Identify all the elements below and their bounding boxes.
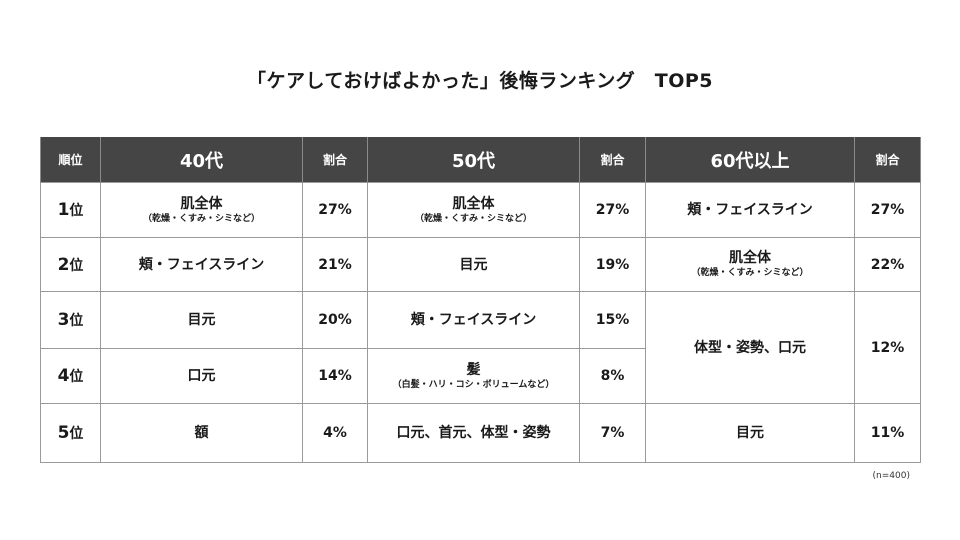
item-main: 体型・姿勢、口元	[694, 339, 806, 356]
item-main: 肌全体	[180, 195, 223, 212]
rank-unit: 位	[69, 369, 84, 385]
item-60s: 目元	[645, 403, 855, 463]
header-age-50s: 50代	[367, 137, 580, 183]
ratio-40s: 27%	[302, 182, 368, 238]
rank-cell: 4位	[40, 348, 101, 404]
item-main: 目元	[736, 425, 764, 441]
rank-cell: 1位	[40, 182, 101, 238]
item-main: 肌全体	[452, 195, 495, 212]
ratio-50s: 19%	[579, 237, 646, 292]
item-40s: 口元	[100, 348, 303, 404]
ratio-40s: 4%	[302, 403, 368, 463]
rank-number: 4	[57, 366, 70, 386]
ratio-40s: 21%	[302, 237, 368, 292]
item-50s: 髪 （白髪・ハリ・コシ・ボリュームなど）	[367, 348, 580, 404]
item-40s: 肌全体 （乾燥・くすみ・シミなど）	[100, 182, 303, 238]
ratio-40s: 20%	[302, 291, 368, 349]
rank-unit: 位	[69, 257, 84, 274]
header-rank: 順位	[40, 137, 101, 183]
item-main: 口元	[187, 368, 216, 384]
rank-number: 1	[57, 200, 70, 220]
ranking-table: 順位 40代 割合 50代 割合 60代以上 割合 1位 肌全体 （乾燥・くすみ…	[40, 137, 921, 463]
ratio-50s: 27%	[579, 182, 646, 238]
item-main: 目元	[187, 312, 216, 328]
rank-number: 3	[57, 310, 70, 330]
rank-unit: 位	[69, 426, 84, 442]
ratio-50s: 7%	[579, 403, 646, 463]
ratio-60s: 22%	[854, 237, 921, 292]
table-header-row: 順位 40代 割合 50代 割合 60代以上 割合	[40, 137, 921, 183]
rank-cell: 2位	[40, 237, 101, 292]
item-sub: （乾燥・くすみ・シミなど）	[414, 213, 532, 224]
rank-unit: 位	[69, 313, 84, 329]
item-60s: 肌全体 （乾燥・くすみ・シミなど）	[645, 237, 855, 292]
item-50s: 口元、首元、体型・姿勢	[367, 403, 580, 463]
item-50s: 目元	[367, 237, 580, 292]
ratio-50s: 15%	[579, 291, 646, 349]
table-row: 3位 目元 20% 頬・フェイスライン 15% 体型・姿勢、口元 12%	[40, 291, 921, 404]
ratio-50s: 8%	[579, 348, 646, 404]
item-60s: 頬・フェイスライン	[645, 182, 855, 238]
item-main: 口元、首元、体型・姿勢	[396, 425, 551, 441]
rank-number: 5	[57, 423, 70, 443]
item-40s: 頬・フェイスライン	[100, 237, 303, 292]
item-40s: 額	[100, 403, 303, 463]
ratio-60s-merged: 12%	[854, 291, 921, 404]
table-row: 1位 肌全体 （乾燥・くすみ・シミなど） 27% 肌全体 （乾燥・くすみ・シミな…	[40, 182, 921, 238]
header-age-40s: 40代	[100, 137, 303, 183]
ratio-60s: 11%	[854, 403, 921, 463]
header-ratio-60s: 割合	[854, 137, 921, 183]
table-row: 5位 額 4% 口元、首元、体型・姿勢 7% 目元 11%	[40, 403, 921, 463]
item-main: 頬・フェイスライン	[138, 256, 265, 273]
item-sub: （乾燥・くすみ・シミなど）	[691, 268, 809, 278]
ratio-60s: 27%	[854, 182, 921, 238]
item-main: 頬・フェイスライン	[687, 202, 813, 218]
table-row: 2位 頬・フェイスライン 21% 目元 19% 肌全体 （乾燥・くすみ・シミなど…	[40, 237, 921, 292]
page-title: 「ケアしておけばよかった」後悔ランキング TOP5	[246, 70, 714, 92]
item-main: 髪	[466, 361, 481, 378]
ratio-40s: 14%	[302, 348, 368, 404]
rank-number: 2	[57, 254, 70, 275]
item-sub: （乾燥・くすみ・シミなど）	[142, 213, 260, 224]
item-main: 目元	[459, 256, 488, 273]
item-main: 頬・フェイスライン	[410, 312, 537, 328]
header-ratio-50s: 割合	[579, 137, 646, 183]
sample-size-note: (n=400)	[872, 471, 910, 481]
header-ratio-40s: 割合	[302, 137, 368, 183]
item-60s-merged: 体型・姿勢、口元	[645, 291, 855, 404]
rank-cell: 3位	[40, 291, 101, 349]
item-50s: 頬・フェイスライン	[367, 291, 580, 349]
item-main: 肌全体	[729, 250, 771, 266]
table-row: 4位 口元 14% 髪 （白髪・ハリ・コシ・ボリュームなど） 8%	[40, 348, 921, 404]
item-50s: 肌全体 （乾燥・くすみ・シミなど）	[367, 182, 580, 238]
header-age-60s: 60代以上	[645, 137, 855, 183]
item-40s: 目元	[100, 291, 303, 349]
item-main: 額	[194, 425, 209, 441]
rank-unit: 位	[69, 203, 84, 219]
rank-cell: 5位	[40, 403, 101, 463]
item-sub: （白髪・ハリ・コシ・ボリュームなど）	[392, 379, 555, 390]
